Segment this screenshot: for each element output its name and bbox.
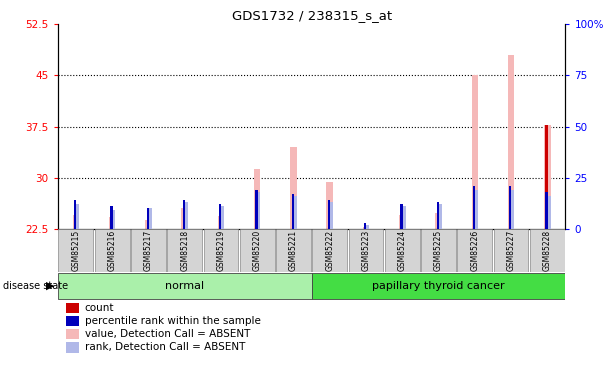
Bar [66,316,80,326]
Bar [511,190,514,229]
Bar [257,192,260,229]
Text: count: count [85,303,114,313]
Bar [167,229,202,272]
Bar [66,342,80,352]
Bar [112,210,116,229]
Bar [276,229,311,272]
Bar [363,227,369,229]
Bar [494,229,528,272]
Bar [145,220,151,229]
Bar [147,209,149,229]
Bar [218,216,224,229]
Text: disease state: disease state [3,281,68,291]
Bar [293,196,297,229]
Bar [399,215,406,229]
Bar [240,229,275,272]
Text: GSM85227: GSM85227 [506,230,516,271]
Bar [547,196,551,229]
Bar [438,204,442,229]
Text: GSM85219: GSM85219 [216,230,226,271]
Bar [72,215,79,229]
Bar [131,229,166,272]
Bar [75,204,79,229]
Text: percentile rank within the sample: percentile rank within the sample [85,316,260,326]
Bar [328,200,330,229]
Bar [364,223,367,229]
Text: ▶: ▶ [46,281,54,291]
Bar [181,209,188,229]
Bar [109,217,116,229]
Text: normal: normal [165,281,204,291]
Bar [66,329,80,339]
Text: GSM85224: GSM85224 [398,230,407,271]
Bar [326,182,333,229]
Text: GSM85217: GSM85217 [144,230,153,271]
Bar [508,55,514,229]
Bar [472,75,478,229]
Bar [66,303,80,313]
Bar [421,229,456,272]
Bar [74,200,76,229]
Bar [457,229,492,272]
Text: GSM85215: GSM85215 [71,230,80,271]
Bar [313,229,347,272]
Bar [95,229,130,272]
Text: GSM85220: GSM85220 [253,230,261,271]
Bar [348,229,384,272]
Bar [290,147,297,229]
Bar [110,206,112,229]
Bar [530,229,565,272]
Bar [545,124,548,229]
Bar [311,273,565,298]
Bar [437,202,439,229]
Text: GSM85223: GSM85223 [362,230,370,271]
Bar [473,186,475,229]
Text: value, Detection Call = ABSENT: value, Detection Call = ABSENT [85,329,250,339]
Bar [545,192,548,229]
Bar [219,204,221,229]
Bar [221,206,224,229]
Bar [401,204,402,229]
Bar [58,229,93,272]
Bar [254,170,260,229]
Bar [510,186,511,229]
Text: GSM85222: GSM85222 [325,230,334,271]
Bar [435,213,442,229]
Bar [544,124,551,229]
Bar [365,225,369,229]
Text: GSM85226: GSM85226 [470,230,479,271]
Bar [330,202,333,229]
Bar [255,190,258,229]
Text: GSM85225: GSM85225 [434,230,443,271]
Text: GSM85228: GSM85228 [543,230,552,271]
Bar [58,273,311,298]
Text: GSM85218: GSM85218 [180,230,189,271]
Text: GSM85221: GSM85221 [289,230,298,271]
Bar [292,194,294,229]
Bar [148,209,151,229]
Bar [183,200,185,229]
Title: GDS1732 / 238315_s_at: GDS1732 / 238315_s_at [232,9,392,22]
Text: GSM85216: GSM85216 [108,230,117,271]
Bar [204,229,238,272]
Text: rank, Detection Call = ABSENT: rank, Detection Call = ABSENT [85,342,245,352]
Bar [385,229,420,272]
Bar [184,202,188,229]
Text: papillary thyroid cancer: papillary thyroid cancer [372,281,505,291]
Bar [402,206,406,229]
Bar [474,190,478,229]
